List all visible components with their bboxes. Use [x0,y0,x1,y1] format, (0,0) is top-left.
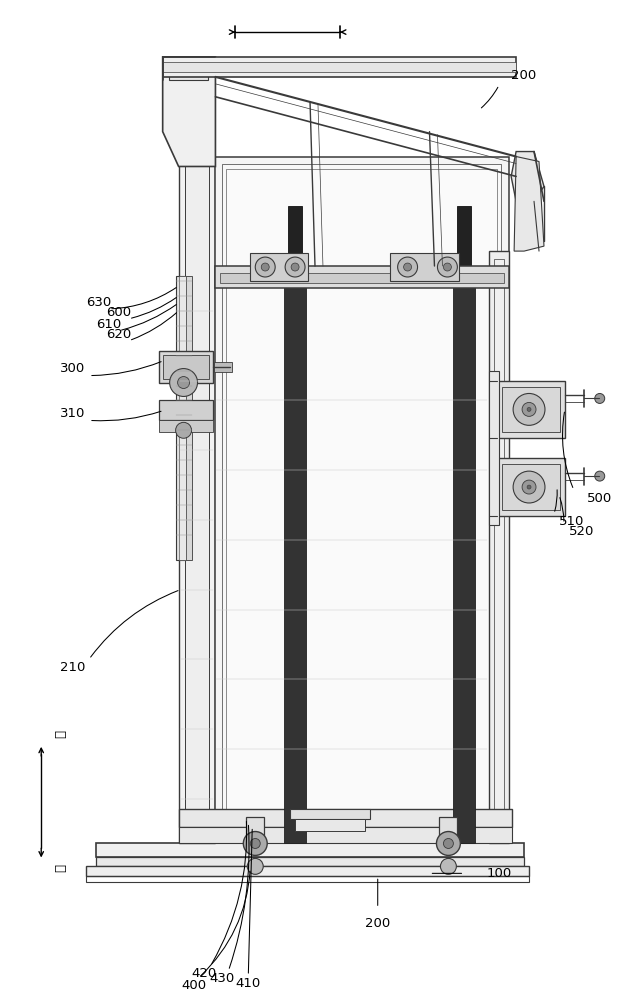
Text: 600: 600 [106,306,132,319]
Bar [163,355,209,379]
Circle shape [527,407,531,411]
Bar [159,351,214,383]
Bar [178,809,512,827]
Circle shape [248,858,263,874]
Bar [502,387,560,432]
Bar [457,206,471,291]
Bar [178,276,186,560]
Bar [497,458,565,516]
Bar [288,206,302,291]
Text: 410: 410 [236,977,261,990]
Bar [226,169,497,827]
Bar [454,266,475,843]
Polygon shape [514,157,544,251]
Bar [284,266,306,843]
Text: 630: 630 [86,296,112,309]
Text: 500: 500 [587,492,612,505]
Circle shape [437,832,461,855]
Text: 310: 310 [60,407,86,420]
Text: 610: 610 [96,318,122,331]
Bar [494,259,504,837]
Text: 200: 200 [511,69,536,82]
Bar [215,157,509,843]
Circle shape [444,839,454,848]
Text: 620: 620 [106,328,132,341]
Bar [502,464,560,510]
Bar [214,362,232,372]
Bar [220,273,504,283]
Circle shape [261,263,269,271]
Bar [185,166,209,834]
Circle shape [404,263,411,271]
Text: 520: 520 [569,525,594,538]
Text: 100: 100 [486,867,512,880]
Circle shape [243,832,267,855]
Circle shape [527,485,531,489]
Bar [497,381,565,438]
Circle shape [513,471,545,503]
Text: 400: 400 [181,979,206,992]
Bar [86,866,529,876]
Bar [169,62,209,80]
Bar [290,809,370,819]
Bar [440,817,457,844]
Bar [390,253,459,281]
Circle shape [250,839,260,848]
Bar [490,371,499,525]
Circle shape [522,402,536,416]
Bar [163,57,516,77]
Text: 510: 510 [559,515,584,528]
Polygon shape [178,157,215,843]
Text: 420: 420 [192,967,217,980]
Text: 300: 300 [60,362,86,375]
Bar [159,400,214,420]
Circle shape [437,257,457,277]
Bar [86,876,529,882]
Circle shape [398,257,418,277]
Circle shape [178,377,190,388]
Circle shape [255,257,275,277]
Bar [176,276,186,560]
Polygon shape [511,152,544,201]
Circle shape [595,393,605,403]
Bar [246,817,264,844]
Circle shape [513,393,545,425]
Circle shape [444,263,452,271]
Bar [96,843,524,857]
Bar [222,164,501,832]
Text: 210: 210 [60,661,86,674]
Bar [96,857,524,866]
Circle shape [169,369,198,396]
Circle shape [176,422,192,438]
Bar [163,62,516,72]
Bar [490,251,509,843]
Bar [215,266,509,288]
Polygon shape [163,57,215,166]
Bar [250,253,308,281]
Circle shape [595,471,605,481]
Text: 430: 430 [210,972,235,985]
Circle shape [291,263,299,271]
Bar [178,827,512,843]
Text: 200: 200 [365,917,391,930]
Text: 右: 右 [53,730,66,738]
Circle shape [522,480,536,494]
Bar [159,420,214,432]
Bar [295,819,365,831]
Circle shape [285,257,305,277]
Bar [186,276,192,560]
Circle shape [440,858,456,874]
Text: 左: 左 [53,864,66,872]
